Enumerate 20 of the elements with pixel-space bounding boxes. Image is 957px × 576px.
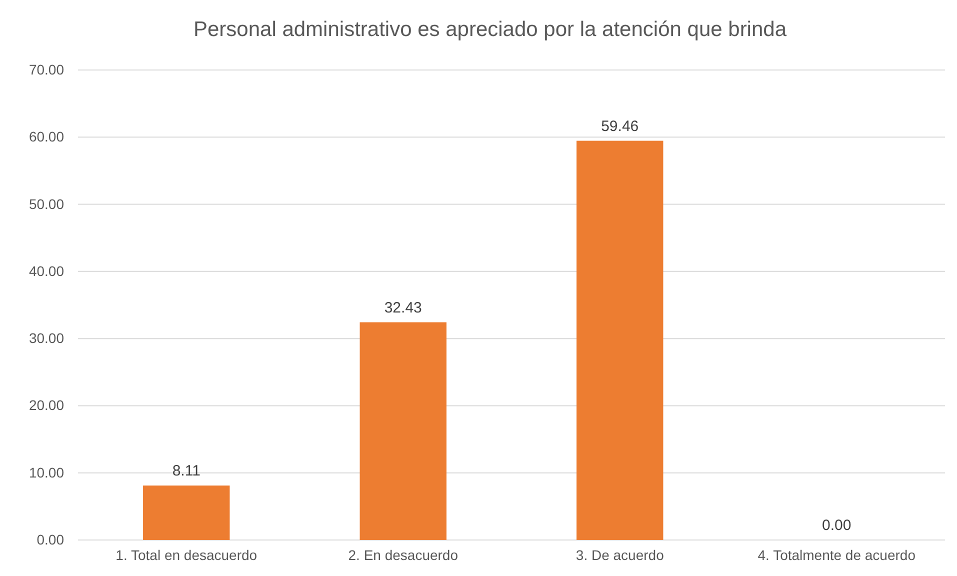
- x-tick-label: 2. En desacuerdo: [348, 546, 458, 563]
- data-label: 0.00: [822, 517, 852, 534]
- chart-title: Personal administrativo es apreciado por la atención que brinda: [193, 18, 787, 41]
- x-tick-label: 4. Totalmente de acuerdo: [758, 546, 916, 563]
- bar: [360, 322, 446, 540]
- y-tick-label: 30.00: [28, 330, 64, 346]
- x-tick-label: 3. De acuerdo: [576, 546, 664, 563]
- y-tick-label: 50.00: [28, 196, 64, 212]
- y-tick-label: 60.00: [28, 128, 64, 145]
- y-tick-label: 10.00: [28, 464, 64, 480]
- bar: [576, 140, 664, 540]
- data-label: 32.43: [384, 299, 422, 316]
- y-tick-label: 40.00: [28, 262, 64, 279]
- y-tick-label: 0.00: [36, 531, 64, 548]
- y-tick-label: 70.00: [28, 61, 64, 78]
- data-label: 59.46: [601, 118, 639, 135]
- data-label: 8.11: [172, 462, 200, 480]
- x-tick-label: 1. Total en desacuerdo: [116, 546, 258, 563]
- bar: [143, 486, 230, 540]
- y-tick-label: 20.00: [28, 397, 64, 414]
